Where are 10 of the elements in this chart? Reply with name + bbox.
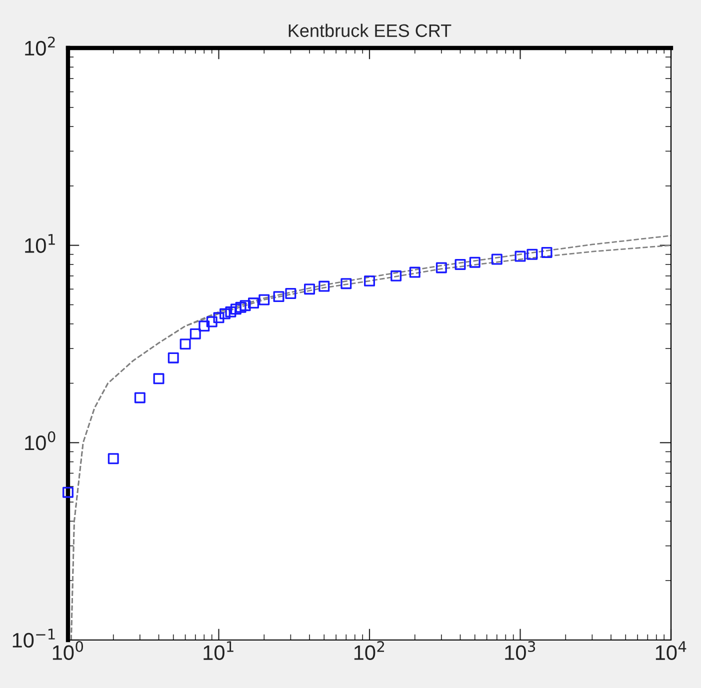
y-tick-label: 10$^{−1}$ bbox=[12, 628, 55, 648]
y-tick-label: 10$^{1}$ bbox=[25, 234, 55, 253]
x-tick-label: 10$^{3}$ bbox=[505, 641, 536, 660]
x-tick-label: 10$^{2}$ bbox=[354, 641, 384, 660]
chart-title: Kentbruck EES CRT bbox=[288, 24, 452, 38]
y-tick-label: 10$^{0}$ bbox=[25, 431, 56, 450]
y-tick-label: 10$^{2}$ bbox=[25, 36, 55, 56]
x-tick-label: 10$^{0}$ bbox=[52, 641, 84, 660]
x-tick-label: 10$^{4}$ bbox=[656, 641, 686, 660]
x-tick-label: 10$^{1}$ bbox=[204, 641, 234, 660]
